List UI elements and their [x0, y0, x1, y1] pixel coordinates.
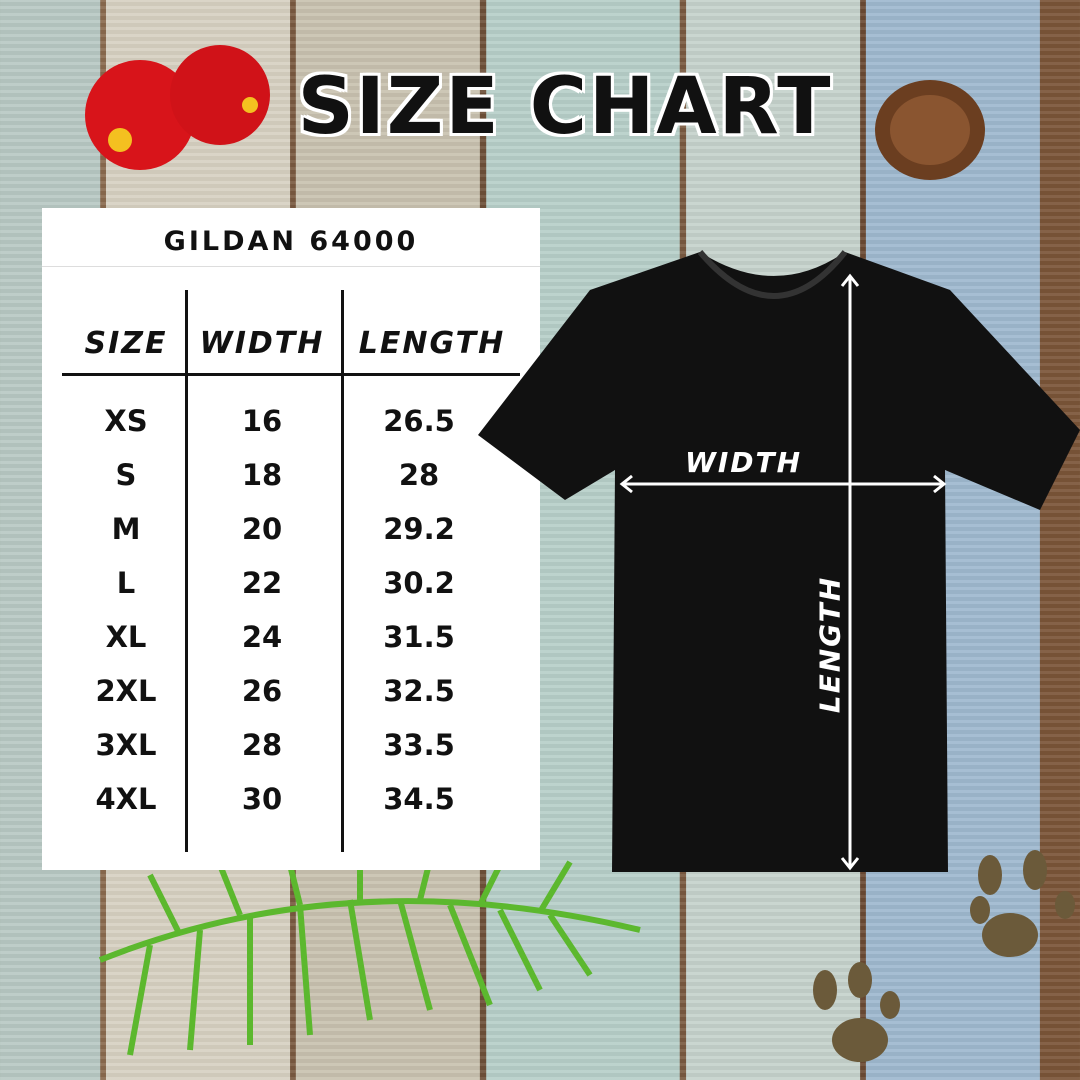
length-cell: 34.5 — [383, 782, 455, 816]
page-title: SIZE CHART — [297, 62, 833, 152]
header-size: SIZE — [84, 326, 168, 361]
size-cell: 4XL — [95, 782, 157, 816]
width-cell: 20 — [241, 512, 283, 546]
column-divider — [185, 290, 188, 852]
size-cell: XL — [105, 620, 147, 654]
size-cell: 2XL — [95, 674, 157, 708]
length-cell: 29.2 — [383, 512, 455, 546]
header-width: WIDTH — [199, 326, 325, 361]
width-cell: 18 — [241, 458, 283, 492]
hibiscus-flower-icon — [85, 45, 270, 170]
width-arrow — [619, 474, 947, 494]
fern-leaf-icon — [98, 859, 641, 1056]
length-cell: 28 — [398, 458, 440, 492]
size-cell: L — [116, 566, 136, 600]
length-cell: 30.2 — [383, 566, 455, 600]
size-table-card: GILDAN 64000 SIZE WIDTH LENGTH XS 16 26.5 S… — [42, 208, 540, 870]
length-arrow — [840, 273, 860, 871]
paw-prints-icon — [813, 850, 1075, 1062]
length-cell: 33.5 — [383, 728, 455, 762]
width-cell: 24 — [241, 620, 283, 654]
width-cell: 16 — [241, 404, 283, 438]
column-divider — [341, 290, 344, 852]
width-cell: 30 — [241, 782, 283, 816]
divider — [42, 266, 540, 267]
width-cell: 22 — [241, 566, 283, 600]
tshirt-collar — [697, 250, 848, 299]
tshirt-shape — [478, 252, 1080, 872]
size-cell: 3XL — [95, 728, 157, 762]
size-cell: S — [115, 458, 137, 492]
width-cell: 28 — [241, 728, 283, 762]
brand-model: GILDAN 64000 — [163, 226, 419, 257]
width-label: WIDTH — [685, 446, 803, 479]
header-length: LENGTH — [358, 326, 506, 361]
length-cell: 26.5 — [383, 404, 455, 438]
width-cell: 26 — [241, 674, 283, 708]
size-cell: XS — [104, 404, 148, 438]
length-cell: 31.5 — [383, 620, 455, 654]
length-cell: 32.5 — [383, 674, 455, 708]
length-label: LENGTH — [813, 575, 847, 714]
header-divider — [62, 373, 520, 376]
pinecone-icon — [875, 80, 985, 180]
size-cell: M — [111, 512, 141, 546]
